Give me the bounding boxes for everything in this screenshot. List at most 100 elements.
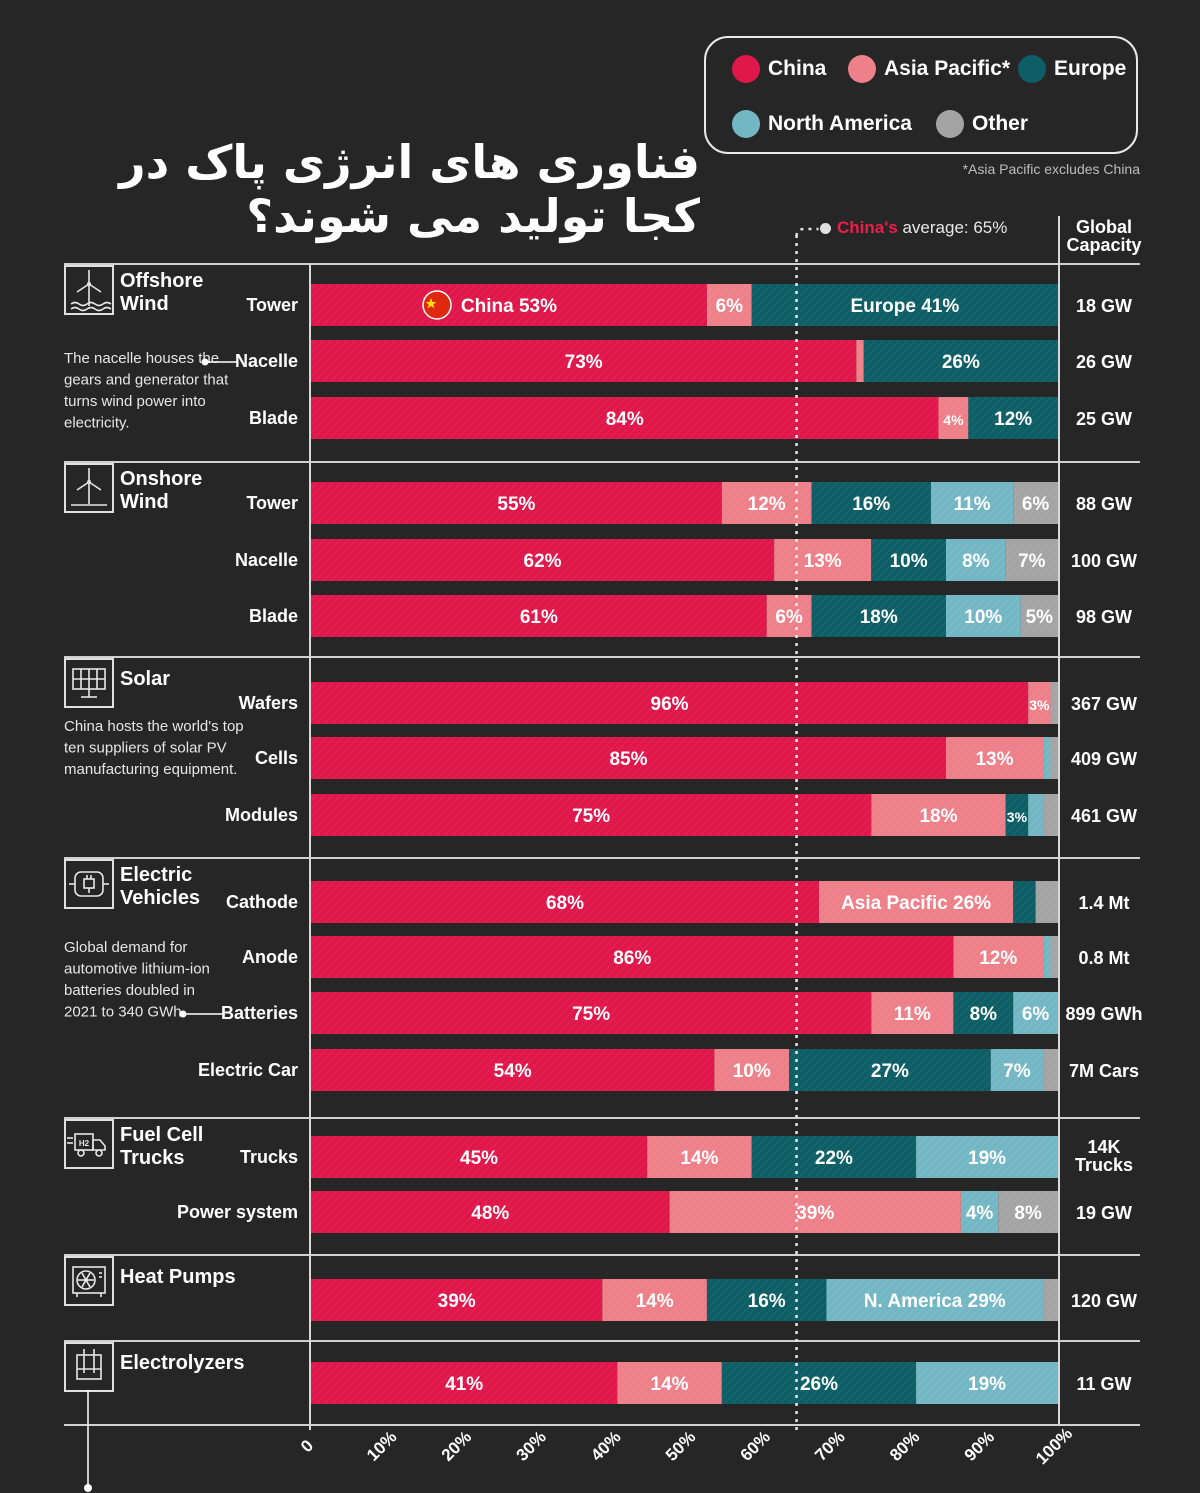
china-average-connector	[795, 227, 819, 237]
x-tick-label: 80%	[886, 1427, 923, 1464]
bar-value-label: 8%	[1014, 1203, 1042, 1224]
bar-value-label: 3%	[1007, 809, 1028, 825]
bar-value-label: 55%	[497, 494, 535, 515]
bar-value-label: 68%	[546, 893, 584, 914]
bar-value-label: 19%	[968, 1148, 1006, 1169]
bar-value-label: 39%	[438, 1291, 476, 1312]
group-name-electric-vehicles: Electric Vehicles	[120, 864, 200, 909]
bar-value-label: 7%	[1003, 1061, 1031, 1082]
bar-value-label: Asia Pacific 26%	[841, 893, 991, 914]
group-name-offshore-wind: Offshore Wind	[120, 270, 203, 315]
group-note-electric-vehicles: Global demand for automotive lithium-ion b…	[64, 939, 210, 1021]
row-label: Blade	[249, 408, 298, 428]
legend-swatch-other	[936, 110, 964, 138]
bar-value-label: 26%	[800, 1374, 838, 1395]
electrolyzer-connector-dot	[84, 1484, 92, 1492]
bar-value-label: 18%	[919, 806, 957, 827]
bar-value-label: 18%	[860, 607, 898, 628]
bar-row-fuel-cell-trucks-trucks: Trucks 45% 14% 22% 19% 14K Trucks	[240, 1136, 1133, 1178]
row-label: Blade	[249, 606, 298, 626]
bar-value-label: 26%	[942, 352, 980, 373]
legend-swatch-china	[732, 55, 760, 83]
bar-value-label: 75%	[572, 1004, 610, 1025]
row-label: Anode	[242, 947, 298, 967]
group-name-onshore-wind: Onshore Wind	[120, 468, 202, 513]
legend-item-north-america: North America	[732, 110, 912, 138]
bar-value-label: 14%	[651, 1374, 689, 1395]
row-label: Nacelle	[235, 550, 298, 570]
row-label: Tower	[246, 295, 298, 315]
legend-item-other: Other	[936, 110, 1028, 138]
row-label: Tower	[246, 493, 298, 513]
bar-value-label: 6%	[1022, 494, 1050, 515]
capacity-value: 100 GW	[1071, 551, 1137, 571]
capacity-value: 409 GW	[1071, 749, 1137, 769]
legend: China Asia Pacific* Europe North America…	[704, 36, 1138, 154]
bar-row-onshore-wind-blade: Blade 61% 6% 18% 10% 5% 98 GW	[249, 595, 1132, 637]
bar-value-label: 48%	[471, 1203, 509, 1224]
capacity-value: 461 GW	[1071, 806, 1137, 826]
bar-value-label: 62%	[524, 551, 562, 572]
x-tick-label: 50%	[662, 1427, 699, 1464]
legend-swatch-north-america	[732, 110, 760, 138]
svg-text:H2: H2	[79, 1139, 90, 1148]
bar-row-heat-pumps-total: 39% 14% 16% N. America 29% 120 GW	[311, 1279, 1137, 1321]
bar-value-label: 13%	[804, 551, 842, 572]
bar-value-label: 12%	[994, 409, 1032, 430]
bar-value-label: 39%	[796, 1203, 834, 1224]
bar-value-label: 11%	[894, 1004, 931, 1025]
wind-turbine-offshore-icon	[64, 265, 114, 315]
bar-row-solar-cells: Cells 85% 13% 409 GW	[255, 737, 1137, 779]
capacity-value: 26 GW	[1076, 352, 1132, 372]
bar-row-offshore-wind-blade: Blade 84% 4% 12% 25 GW	[249, 397, 1132, 439]
bar-value-label: 16%	[852, 494, 890, 515]
capacity-value: 367 GW	[1071, 694, 1137, 714]
capacity-value: 7M Cars	[1069, 1061, 1139, 1081]
row-label: Modules	[225, 805, 298, 825]
capacity-value: 19 GW	[1076, 1203, 1132, 1223]
bar-value-label: 10%	[733, 1061, 771, 1082]
legend-item-asia-pacific: Asia Pacific*	[848, 55, 1010, 83]
row-label: Electric Car	[198, 1060, 298, 1080]
x-tick-label: 60%	[737, 1427, 774, 1464]
capacity-value: 25 GW	[1076, 409, 1132, 429]
wind-turbine-onshore-icon	[64, 463, 114, 513]
capacity-value: 14K Trucks	[1075, 1137, 1133, 1175]
group-note-offshore-wind: The nacelle houses the gears and generato…	[64, 350, 229, 432]
heat-pump-icon	[64, 1256, 114, 1306]
hydrogen-truck-icon: H2	[64, 1119, 114, 1169]
bar-value-label: 6%	[1022, 1004, 1050, 1025]
bar-row-solar-wafers: Wafers 96% 3% 367 GW	[239, 682, 1137, 724]
legend-note: *Asia Pacific excludes China	[962, 161, 1140, 177]
bar-value-label: 14%	[636, 1291, 674, 1312]
group-name-fuel-cell-trucks: Fuel Cell Trucks	[120, 1124, 203, 1169]
bar-value-label: 13%	[975, 749, 1013, 770]
x-tick-label: 30%	[512, 1427, 549, 1464]
bar-value-label: 27%	[871, 1061, 909, 1082]
bar-value-label: 41%	[445, 1374, 483, 1395]
bar-value-label: 73%	[565, 352, 603, 373]
bar-row-electric-vehicles-batteries: Batteries 75% 11% 8% 6% 899 GWh	[221, 992, 1143, 1034]
group-name-solar: Solar	[120, 668, 170, 690]
bar-row-onshore-wind-nacelle: Nacelle 62% 13% 10% 8% 7% 100 GW	[235, 539, 1137, 581]
bar-value-label: 22%	[815, 1148, 853, 1169]
bar-value-label: 8%	[970, 1004, 998, 1025]
legend-item-china: China	[732, 55, 826, 83]
bar-value-label: 4%	[966, 1203, 994, 1224]
china-average-label: China's average: 65%	[820, 218, 1007, 238]
legend-item-europe: Europe	[1018, 55, 1126, 83]
bar-value-label: 96%	[651, 694, 689, 715]
bar-value-label: 4%	[943, 412, 964, 428]
capacity-value: 0.8 Mt	[1078, 948, 1129, 968]
capacity-value: 899 GWh	[1065, 1004, 1142, 1024]
bar-value-label: China 53%	[461, 296, 557, 317]
average-marker-dot	[820, 222, 831, 234]
capacity-value: 11 GW	[1076, 1374, 1131, 1394]
row-label: Power system	[177, 1202, 298, 1222]
bar-value-label: 75%	[572, 806, 610, 827]
bar-value-label: 8%	[962, 551, 990, 572]
bar-row-solar-modules: Modules 75% 18% 3% 461 GW	[225, 794, 1137, 836]
row-label: Nacelle	[235, 351, 298, 371]
bar-row-electric-vehicles-electric-car: Electric Car 54% 10% 27% 7% 7M Cars	[198, 1049, 1139, 1091]
